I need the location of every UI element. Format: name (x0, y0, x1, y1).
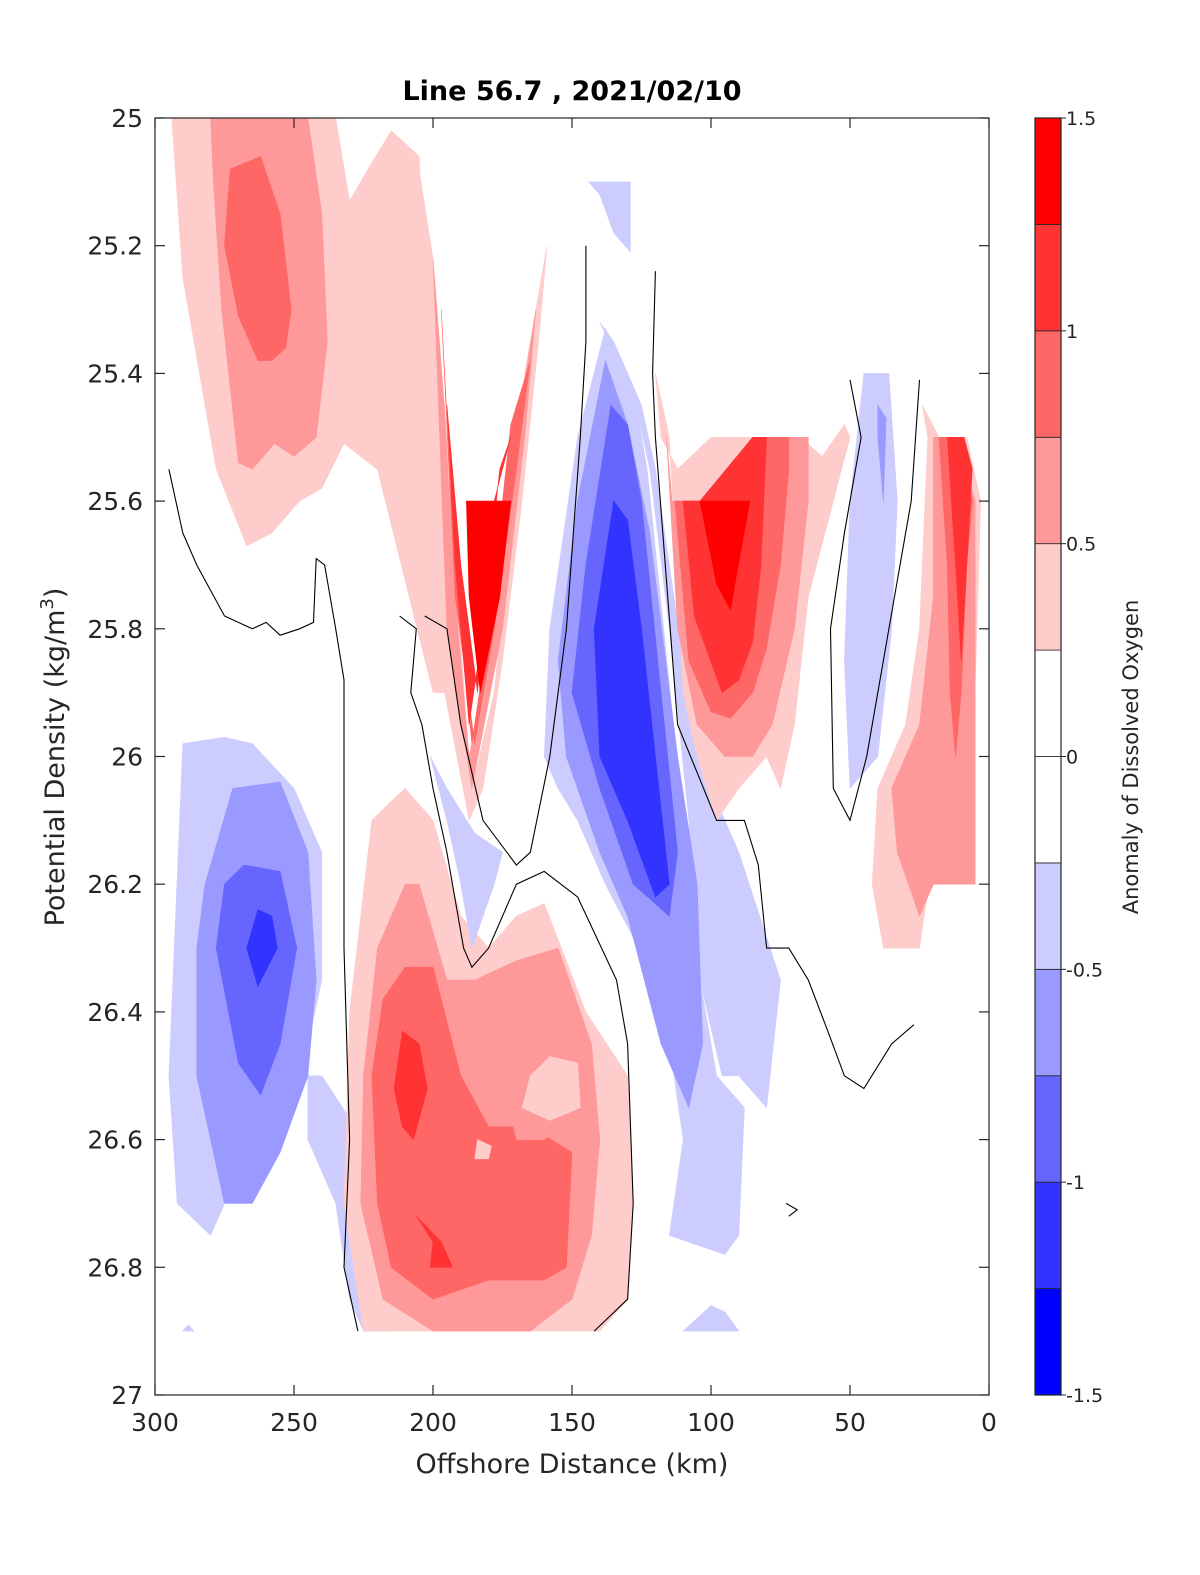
x-axis-title: Offshore Distance (km) (416, 1449, 729, 1480)
zero-contour-line (399, 615, 634, 1332)
x-tick-label: 50 (834, 1408, 866, 1437)
colorbar-tick-label: 1.5 (1066, 108, 1096, 130)
y-axis-title-main: Potential Density (kg/m (40, 610, 71, 927)
plot-area: 300 250 200 150 100 50 0 2525.225.425.625.8262… (87, 104, 997, 1437)
x-axis-ticks: 300 250 200 150 100 50 0 (131, 118, 997, 1437)
colorbar-tick-label: 0.5 (1066, 534, 1096, 556)
contour-region-inshore-high-100 (946, 436, 973, 661)
contour-region-inshore-low-050 (877, 404, 887, 502)
y-axis-ticks: 25 25.2 25.4 25.6 25.8 26 26.2 26.4 26.6 26.8 27 (87, 104, 989, 1410)
colorbar-band (1034, 756, 1062, 864)
colorbar-band (1034, 968, 1062, 1077)
colorbar-band (1034, 649, 1062, 757)
colorbar-bands (1034, 117, 1062, 1396)
colorbar-band (1034, 117, 1062, 225)
colorbar-band (1034, 862, 1062, 970)
x-tick-label: 250 (270, 1408, 318, 1437)
contour-region-deep-high-hole-025 (474, 1139, 492, 1160)
contour-region-offshore-bottom-low-025 (182, 1324, 195, 1332)
colorbar-band (1034, 1181, 1062, 1289)
contour-region-offshore-deep-low-100 (246, 909, 278, 988)
contour-region-center-low-100 (593, 500, 670, 898)
y-tick-label: 25.8 (87, 615, 143, 644)
contour-region-north-offshore-high-075 (224, 155, 292, 361)
y-tick-label: 25.6 (87, 487, 143, 516)
colorbar-band (1034, 1075, 1062, 1183)
zero-contour-line (168, 469, 359, 1332)
contour-region-top-center-low-025 (588, 181, 631, 253)
x-tick-label: 150 (548, 1408, 596, 1437)
y-tick-label: 26.2 (87, 870, 143, 899)
colorbar-tick-label: 1 (1066, 321, 1078, 343)
zero-contour-line (829, 379, 921, 822)
y-tick-label: 26.4 (87, 998, 143, 1027)
contour-region-central-deep-low-025 (429, 756, 503, 950)
x-tick-label: 100 (687, 1408, 735, 1437)
zero-contour-line (424, 245, 587, 866)
colorbar: 1.5 1 0.5 0 -0.5 -1 -1.5 Anomaly of Dissolved … (1034, 108, 1143, 1407)
zero-contour-lines (168, 245, 921, 1332)
chart-title: Line 56.7 , 2021/02/10 (402, 76, 741, 107)
colorbar-tick-label: -0.5 (1066, 959, 1103, 981)
contour-region-deep-high-100a (393, 1030, 428, 1141)
colorbar-title: Anomaly of Dissolved Oxygen (1119, 600, 1143, 915)
colorbar-band (1034, 543, 1062, 651)
zero-contour-line (652, 271, 915, 1090)
colorbar-ticks: 1.5 1 0.5 0 -0.5 -1 -1.5 (1061, 108, 1103, 1407)
y-axis-title: Potential Density (kg/m3) (37, 588, 71, 927)
y-axis-title-suffix: ) (40, 588, 71, 599)
contour-region-deep-high-075 (371, 966, 573, 1300)
contour-region-deep-high-inner-025 (521, 1056, 581, 1121)
y-tick-label: 26.8 (87, 1253, 143, 1282)
colorbar-band (1034, 330, 1062, 438)
colorbar-band (1034, 436, 1062, 545)
y-tick-label: 25.4 (87, 359, 143, 388)
y-tick-label: 27 (111, 1381, 143, 1410)
contour-region-central-high-125 (466, 500, 512, 693)
y-tick-label: 26 (111, 743, 143, 772)
y-axis-title-superscript: 3 (37, 598, 58, 609)
contour-region-bottom-low-025 (682, 1305, 740, 1332)
y-tick-label: 25.2 (87, 232, 143, 261)
contour-region-deep-high-100b (416, 1215, 453, 1268)
y-tick-label: 25 (111, 104, 143, 133)
contour-region-central-high-100 (446, 405, 512, 725)
contour-region-nearshore-high-125 (699, 500, 751, 611)
x-tick-label: 200 (409, 1408, 457, 1437)
colorbar-tick-label: -1 (1066, 1172, 1085, 1194)
x-tick-label: 0 (981, 1408, 997, 1437)
colorbar-band (1034, 224, 1062, 332)
x-tick-label: 300 (131, 1408, 179, 1437)
zero-contour-line (785, 1202, 799, 1217)
y-tick-label: 26.6 (87, 1126, 143, 1155)
colorbar-band (1034, 1288, 1062, 1396)
colorbar-tick-label: 0 (1066, 747, 1078, 769)
colorbar-tick-label: -1.5 (1066, 1385, 1103, 1407)
